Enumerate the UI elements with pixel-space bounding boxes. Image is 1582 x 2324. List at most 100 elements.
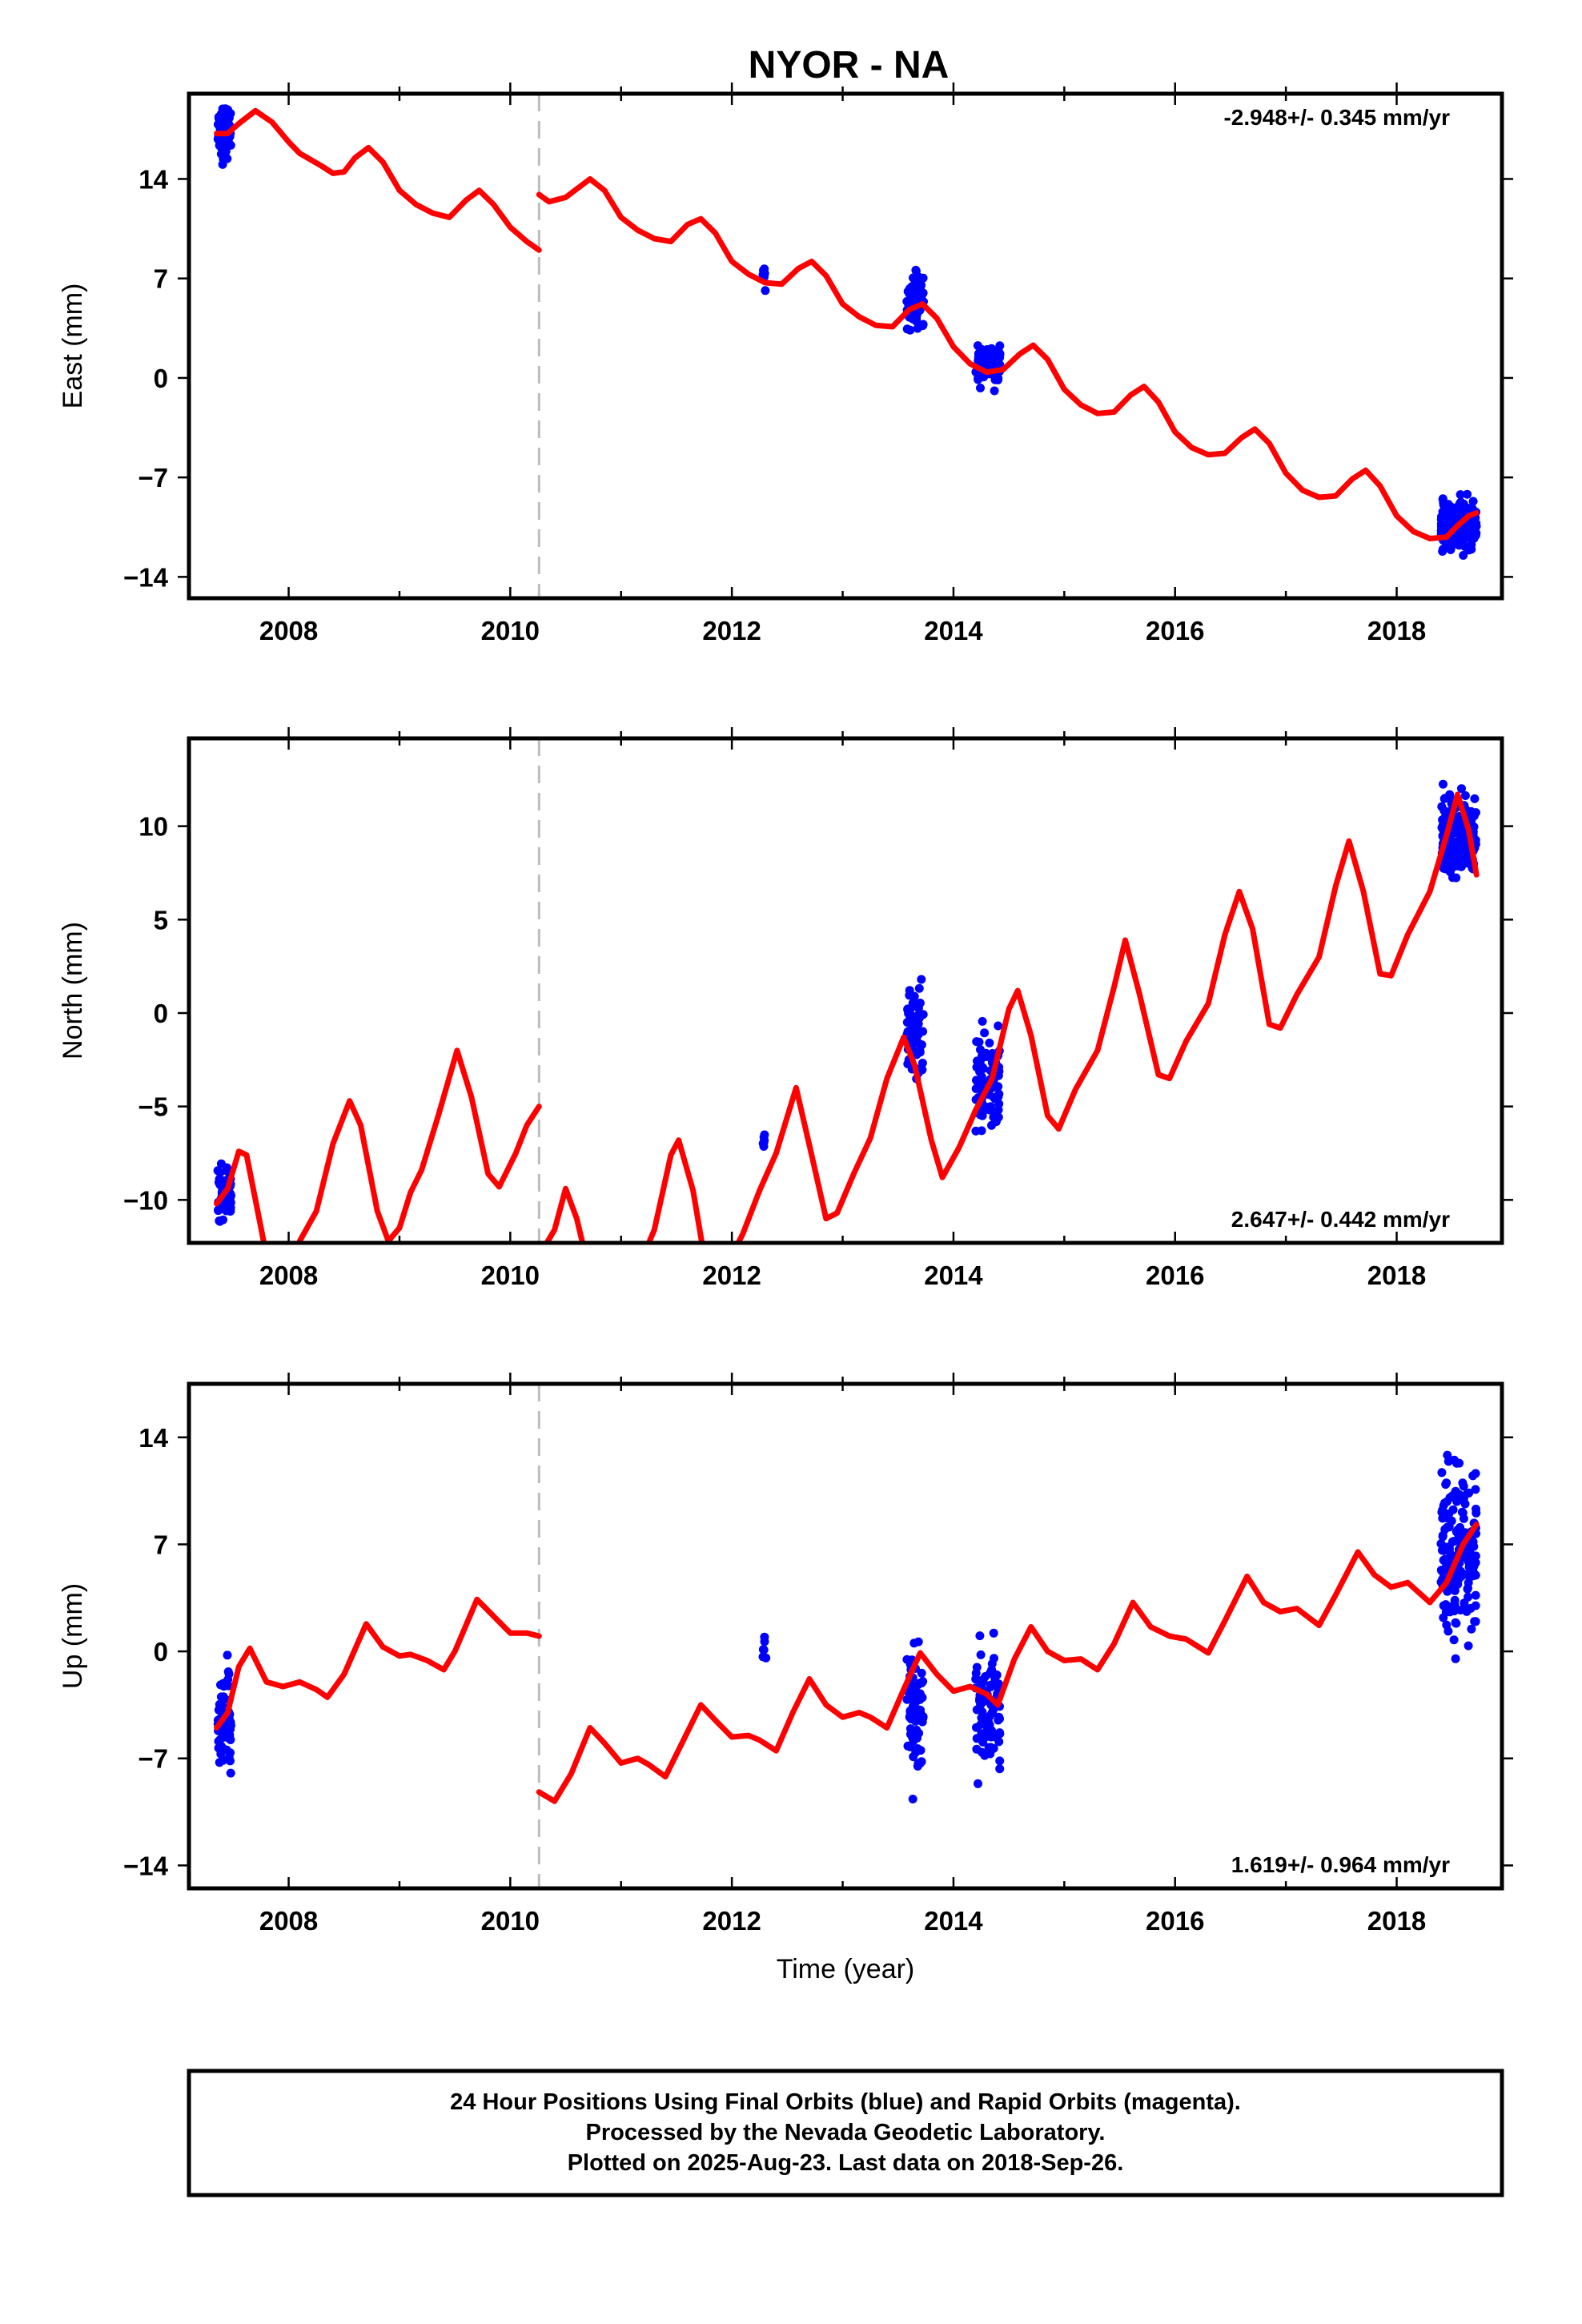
x-tick-label: 2008 [259,1261,318,1290]
observation-point [995,1756,1005,1766]
observation-point [1467,503,1476,513]
observation-point [990,1654,998,1663]
y-axis-title: Up (mm) [58,1583,88,1689]
observation-point [986,1054,996,1063]
observation-point [1470,1617,1480,1626]
observation-point [1456,1566,1465,1576]
observation-point [1464,1641,1473,1651]
observation-point [917,1668,926,1678]
observation-point [989,1628,998,1638]
rate-label: -2.948+/- 0.345 mm/yr [1223,105,1450,130]
observation-point [990,386,999,396]
observation-point [215,1216,224,1225]
figure-title: NYOR - NA [749,44,950,86]
x-tick-label: 2018 [1367,1906,1426,1936]
observation-point [905,288,915,298]
observation-point [1460,1499,1470,1509]
observation-point [972,1037,982,1047]
observation-point [1456,490,1465,500]
x-tick-label: 2012 [702,616,761,645]
observation-point [918,273,928,283]
observation-point [1447,514,1457,523]
observation-point [223,105,233,115]
observation-point [1452,1527,1461,1537]
observation-point [216,1692,226,1702]
observation-point [214,112,223,122]
panel-north: 2008 2010 2012 2014 2016 2018 10 5 0 −5 −10 North (… [58,727,1513,1290]
observation-point [223,1166,231,1176]
observation-point [1463,489,1472,499]
observation-point [759,266,768,275]
observation-point [1468,497,1478,506]
observation-point [909,1752,918,1762]
observation-point [1466,1550,1476,1559]
y-tick-label: 7 [154,1530,168,1559]
x-tick-label: 2018 [1367,616,1426,645]
observation-point [914,983,924,993]
observation-point [1471,1485,1480,1494]
observation-point [758,1139,768,1148]
observation-point [982,1048,990,1058]
observation-point [972,1705,982,1715]
observation-point [215,1758,224,1767]
plot-area [213,1384,1481,1888]
observation-point [917,1065,927,1075]
observation-point [225,1732,235,1742]
observation-point [1437,1566,1447,1576]
observation-point [1465,533,1475,542]
observation-point [1469,1542,1479,1551]
axis-frame [187,1381,1504,1891]
observation-cluster [758,1130,769,1151]
model-line-post-break [543,791,1480,1243]
observation-point [219,1743,227,1753]
observation-point [1438,815,1447,825]
observation-point [994,1715,1003,1725]
observation-point [223,119,232,128]
observation-point [1437,823,1447,832]
y-axis-title: North (mm) [58,922,88,1059]
observation-point [1462,858,1472,866]
observation-point [1455,1574,1464,1583]
observation-point [980,1028,990,1038]
observation-point [216,149,226,159]
observation-point [1439,779,1447,789]
observation-point [1443,1554,1452,1564]
observation-point [1470,794,1480,803]
observation-point [1441,858,1451,868]
observation-point [911,267,921,275]
observation-point [905,1711,914,1721]
y-tick-label: −5 [138,1092,168,1122]
y-tick-label: 10 [139,812,168,842]
observation-cluster [758,1632,771,1663]
observation-series [213,1450,1481,1803]
x-tick-label: 2016 [1146,1261,1204,1290]
observation-point [760,1632,769,1642]
panel-east: 2008 2010 2012 2014 2016 2018 14 7 0 −7 −14 East (m… [58,82,1513,645]
observation-cluster [758,264,770,296]
x-tick-label: 2014 [924,616,983,645]
plot-area [213,94,1481,598]
observation-point [974,1057,983,1067]
observation-point [216,1159,226,1168]
observation-point [909,273,917,283]
observation-point [1436,1539,1446,1549]
observation-point [223,141,232,151]
y-tick-label: 5 [154,905,168,935]
observation-point [975,1067,985,1076]
observation-point [217,1180,227,1190]
observation-point [979,1697,989,1706]
observation-point [908,314,917,324]
observation-point [1467,1624,1476,1634]
observation-point [1452,1618,1461,1628]
y-tick-label: −14 [123,1851,169,1880]
observation-point [219,1200,229,1210]
observation-point [917,975,926,984]
observation-point [916,1708,926,1718]
observation-point [977,1675,986,1685]
y-tick-label: 14 [139,164,168,194]
observation-point [1452,1458,1461,1468]
observation-point [1437,802,1447,811]
y-tick-label: 0 [154,1637,168,1667]
observation-point [995,1764,1005,1774]
observation-point [215,1735,225,1744]
